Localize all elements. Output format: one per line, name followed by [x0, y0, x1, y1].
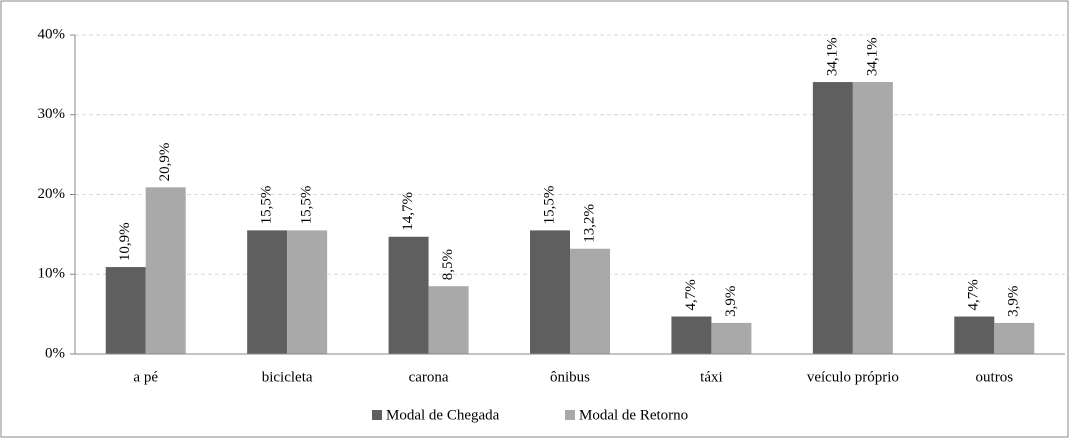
- value-label: 4,7%: [683, 279, 699, 310]
- legend-label: Modal de Retorno: [579, 407, 688, 423]
- y-tick-label: 0%: [45, 345, 65, 361]
- y-tick-label: 40%: [38, 26, 66, 42]
- value-label: 15,5%: [299, 186, 315, 225]
- bar: [530, 230, 570, 354]
- bar: [954, 316, 995, 354]
- x-tick-label: veículo próprio: [807, 369, 899, 385]
- legend-swatch: [372, 410, 382, 420]
- value-label: 15,5%: [541, 186, 557, 225]
- value-label: 3,9%: [1006, 286, 1022, 317]
- value-label: 4,7%: [966, 279, 982, 310]
- value-label: 13,2%: [581, 204, 597, 243]
- bar: [145, 187, 186, 354]
- bar: [428, 286, 469, 354]
- bar: [994, 322, 1035, 354]
- x-tick-label: outros: [976, 369, 1014, 385]
- value-label: 34,1%: [864, 37, 880, 76]
- bar: [852, 82, 893, 355]
- value-label: 20,9%: [157, 143, 173, 182]
- x-tick-label: ônibus: [550, 369, 590, 385]
- bar: [812, 82, 853, 355]
- bar: [570, 248, 610, 354]
- x-tick-label: bicicleta: [262, 369, 313, 385]
- bar: [711, 322, 752, 354]
- legend-swatch: [565, 410, 575, 420]
- bar: [105, 267, 146, 354]
- value-label: 10,9%: [117, 222, 133, 261]
- y-tick-label: 30%: [38, 106, 66, 122]
- legend-label: Modal de Chegada: [386, 407, 500, 423]
- x-tick-label: táxi: [700, 369, 723, 385]
- value-label: 14,7%: [400, 192, 416, 231]
- value-label: 34,1%: [824, 37, 840, 76]
- y-tick-label: 20%: [38, 186, 66, 202]
- bar: [247, 230, 288, 354]
- value-label: 3,9%: [723, 286, 739, 317]
- value-label: 15,5%: [259, 186, 275, 225]
- x-tick-label: a pé: [133, 369, 158, 385]
- bar: [671, 316, 712, 354]
- y-tick-label: 10%: [38, 266, 66, 282]
- x-tick-label: carona: [409, 369, 449, 385]
- value-label: 8,5%: [440, 249, 456, 280]
- bar: [287, 230, 328, 354]
- bar: [388, 236, 429, 354]
